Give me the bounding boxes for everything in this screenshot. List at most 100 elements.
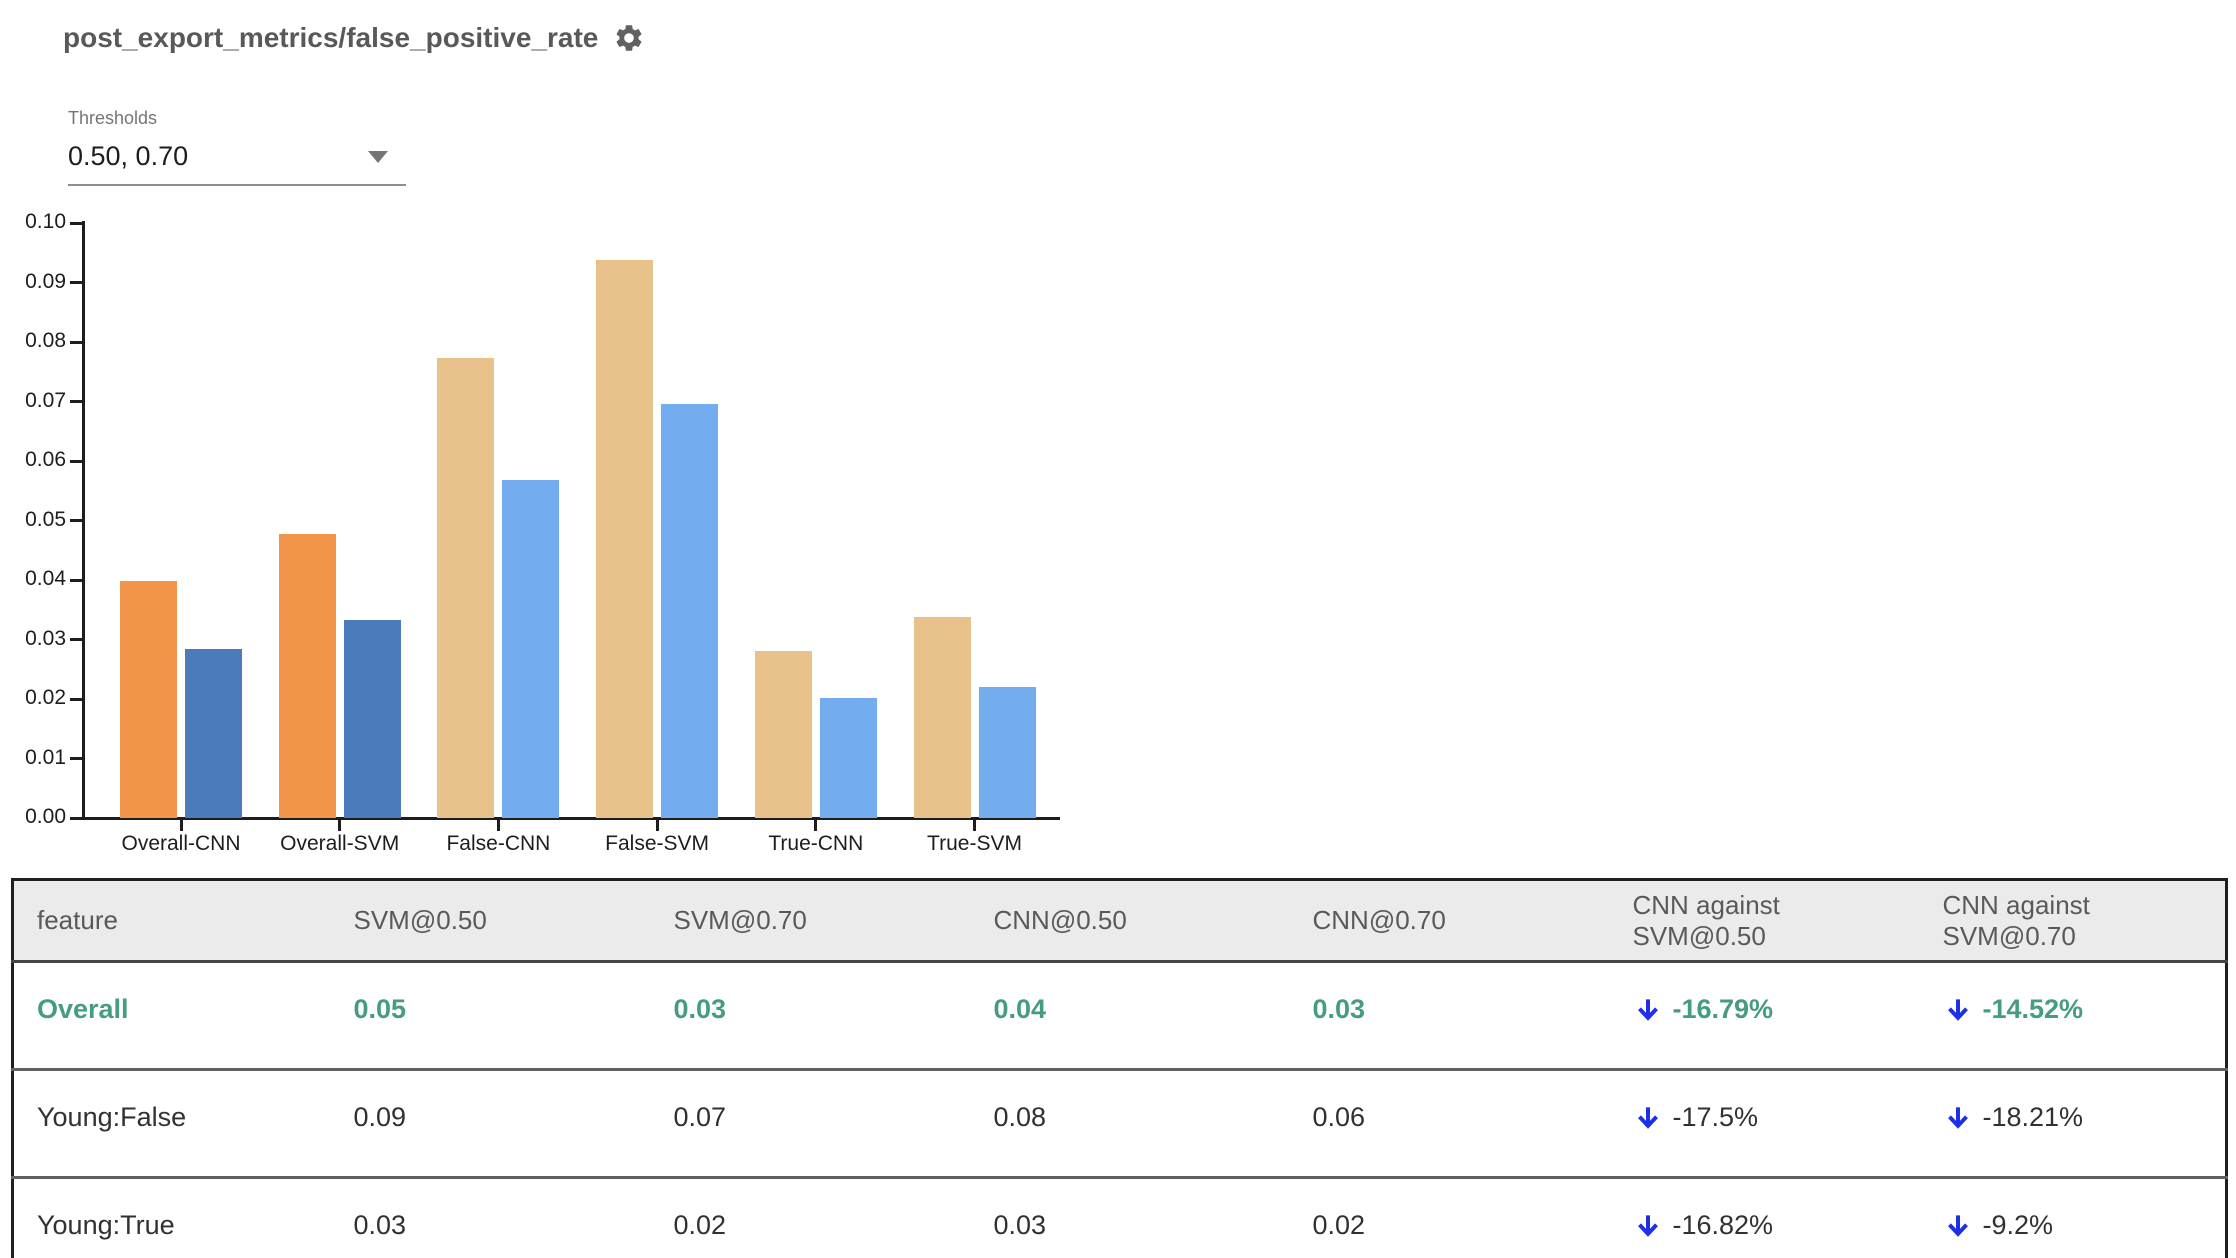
value-cell: 0.07: [650, 1069, 971, 1179]
column-header-svm-0-50: SVM@0.50: [330, 879, 651, 963]
x-axis-tick: [973, 820, 976, 831]
delta-cell: -9.2%: [1919, 1177, 2227, 1258]
y-axis-tick: [70, 519, 82, 522]
value-cell: 0.02: [650, 1177, 971, 1258]
trend-down-icon: [1637, 1106, 1658, 1129]
delta-value: -14.52%: [1982, 994, 2084, 1024]
y-axis-tick: [70, 578, 82, 582]
value-cell: 0.09: [330, 1069, 651, 1179]
y-axis-label: 0.00: [25, 805, 66, 828]
x-axis-tick: [338, 820, 342, 831]
bar-overall-cnn-0-50[interactable]: [120, 581, 177, 818]
x-axis-label: False-SVM: [605, 832, 710, 855]
x-axis-line: [82, 817, 1060, 820]
y-axis-tick: [70, 459, 82, 463]
settings-button[interactable]: [612, 22, 646, 56]
trend-down-icon: [1947, 1106, 1968, 1129]
trend-down-icon: [1637, 1214, 1658, 1237]
x-axis-tick: [496, 820, 500, 831]
feature-cell: Young:True: [12, 1177, 331, 1258]
bar-overall-svm-0-70[interactable]: [343, 619, 401, 818]
value-cell: 0.05: [330, 961, 651, 1071]
y-axis-label: 0.10: [25, 210, 66, 233]
bar-false-svm-0-70[interactable]: [661, 404, 719, 818]
trend-down-icon: [1637, 998, 1658, 1021]
feature-cell: Young:False: [12, 1069, 331, 1179]
dropdown-underline: [68, 184, 406, 186]
table-row-overall: Overall 0.05 0.03 0.04 0.03 -16.79% -14.52%: [12, 961, 2227, 1071]
bar-overall-cnn-0-70[interactable]: [185, 649, 242, 818]
delta-cell: -16.79%: [1609, 961, 1920, 1071]
table-header-row: feature SVM@0.50 SVM@0.70 CNN@0.50 CNN@0.70 C…: [12, 879, 2227, 963]
x-axis-label: True-SVM: [927, 832, 1022, 855]
trend-down-icon: [1947, 1214, 1968, 1237]
x-axis-label: Overall-SVM: [280, 832, 400, 855]
y-axis-tick: [70, 281, 82, 284]
column-header-cnn-0-50: CNN@0.50: [970, 879, 1290, 963]
gear-icon: [616, 25, 642, 51]
delta-cell: -14.52%: [1919, 961, 2227, 1071]
table-row-young-false: Young:False 0.09 0.07 0.08 0.06 -17.5% -18.21%: [12, 1069, 2227, 1179]
bar-true-cnn-0-70[interactable]: [819, 698, 877, 818]
value-cell: 0.03: [330, 1177, 651, 1258]
x-axis-tick: [179, 820, 183, 831]
delta-value: -16.79%: [1672, 994, 1774, 1024]
x-axis-label: Overall-CNN: [121, 832, 241, 855]
delta-cell: -17.5%: [1609, 1069, 1920, 1179]
bar-true-svm-0-50[interactable]: [913, 616, 971, 818]
thresholds-dropdown[interactable]: Thresholds 0.50, 0.70: [68, 106, 406, 186]
y-axis-tick: [70, 697, 82, 701]
bar-chart: 0.00 0.01 0.02 0.03 0.04 0.05 0.06 0.07 0.08 0.09…: [0, 0, 1120, 880]
delta-value: -18.21%: [1982, 1102, 2084, 1132]
x-axis-label: False-CNN: [446, 832, 551, 855]
value-cell: 0.06: [1289, 1069, 1610, 1179]
x-axis-tick: [655, 820, 659, 831]
y-axis-label: 0.09: [25, 269, 66, 293]
y-axis-tick: [70, 816, 82, 820]
page-title: post_export_metrics/false_positive_rate: [63, 22, 599, 53]
value-cell: 0.02: [1289, 1177, 1610, 1258]
value-cell: 0.04: [970, 961, 1290, 1071]
bar-true-svm-0-70[interactable]: [978, 686, 1036, 818]
y-axis-tick: [70, 221, 82, 225]
y-axis-label: 0.05: [25, 507, 66, 531]
value-cell: 0.03: [650, 961, 971, 1071]
column-header-cnn-0-70: CNN@0.70: [1289, 879, 1610, 963]
value-cell: 0.03: [1289, 961, 1610, 1071]
metrics-table: feature SVM@0.50 SVM@0.70 CNN@0.50 CNN@0.70 C…: [11, 878, 2228, 1258]
y-axis-tick: [70, 340, 82, 344]
delta-cell: -16.82%: [1609, 1177, 1920, 1258]
y-axis-tick: [70, 757, 82, 760]
feature-cell: Overall: [12, 961, 331, 1071]
delta-value: -17.5%: [1672, 1102, 1759, 1132]
trend-down-icon: [1947, 998, 1968, 1021]
column-header-cnn-against-svm-0-50: CNN against SVM@0.50: [1609, 879, 1920, 963]
thresholds-label: Thresholds: [68, 108, 158, 128]
bar-true-cnn-0-50[interactable]: [754, 650, 812, 818]
table-row-young-true: Young:True 0.03 0.02 0.03 0.02 -16.82% -9.2%: [12, 1177, 2227, 1258]
y-axis-label: 0.04: [25, 567, 66, 590]
delta-value: -9.2%: [1982, 1210, 2054, 1240]
bar-overall-svm-0-50[interactable]: [278, 533, 336, 818]
y-axis-label: 0.01: [25, 745, 66, 769]
y-axis-label: 0.06: [25, 448, 66, 471]
column-header-cnn-against-svm-0-70: CNN against SVM@0.70: [1919, 879, 2227, 963]
bar-false-cnn-0-50[interactable]: [437, 358, 495, 818]
thresholds-value: 0.50, 0.70: [68, 141, 189, 171]
value-cell: 0.03: [970, 1177, 1290, 1258]
y-axis-label: 0.07: [25, 388, 66, 412]
dropdown-caret-icon: [368, 151, 388, 163]
delta-cell: -18.21%: [1919, 1069, 2227, 1179]
y-axis-tick: [70, 638, 82, 641]
y-axis-tick: [70, 400, 82, 403]
y-axis-label: 0.08: [25, 329, 66, 352]
x-axis-tick: [814, 820, 818, 831]
value-cell: 0.08: [970, 1069, 1290, 1179]
y-axis-label: 0.03: [25, 626, 66, 650]
metrics-table-wrap: feature SVM@0.50 SVM@0.70 CNN@0.50 CNN@0.70 C…: [11, 878, 2228, 1258]
bar-false-cnn-0-70[interactable]: [502, 480, 560, 818]
bar-false-svm-0-50[interactable]: [596, 259, 654, 818]
x-axis-label: True-CNN: [768, 832, 864, 855]
column-header-svm-0-70: SVM@0.70: [650, 879, 971, 963]
